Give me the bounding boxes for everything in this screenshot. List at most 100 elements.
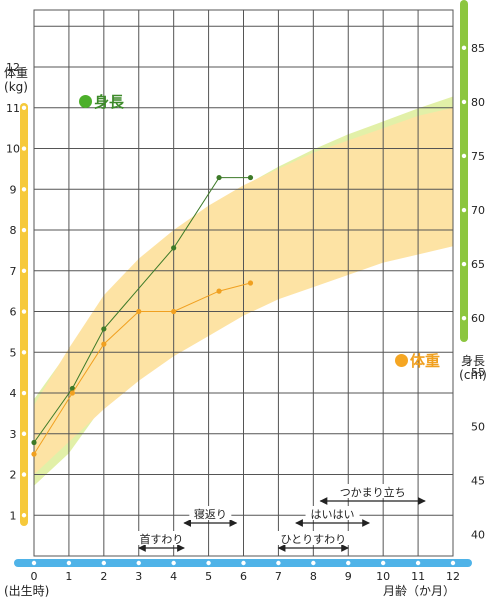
height-tick-label: 70	[471, 204, 485, 217]
weight-tick-dot	[21, 227, 27, 233]
height-tick-label: 40	[471, 528, 485, 541]
weight-tick-label: 6	[10, 306, 17, 319]
weight-axis-unit: (kg)	[4, 80, 28, 94]
weight-tick-dot	[21, 146, 27, 151]
milestone-label: 寝返り	[194, 507, 227, 521]
x-tick-dot	[415, 560, 421, 566]
x-tick-dot	[311, 560, 316, 566]
x-tick-label: 12	[446, 570, 460, 583]
weight-tick-dot	[21, 390, 27, 396]
x-tick-label: 10	[376, 570, 390, 583]
weight-tick-label: 5	[10, 346, 17, 359]
x-tick-label: 0	[31, 570, 38, 583]
data-point-weight	[31, 451, 37, 457]
height-tick-dot	[461, 99, 467, 105]
x-tick-label: 9	[345, 570, 352, 583]
height-tick-dot	[461, 478, 467, 483]
weight-tick-label: 8	[10, 224, 17, 237]
weight-tick-dot	[21, 268, 27, 273]
height-tick-dot	[461, 207, 467, 213]
weight-tick-label: 3	[10, 428, 17, 441]
height-tick-label: 80	[471, 96, 485, 109]
weight-tick-label: 7	[10, 265, 17, 278]
x-tick-label: 1	[65, 570, 72, 583]
data-point-weight	[136, 308, 142, 315]
height-tick-dot	[461, 153, 467, 159]
x-tick-dot	[101, 560, 107, 566]
weight-tick-label: 12	[6, 61, 20, 74]
height-tick-label: 55	[471, 366, 485, 379]
x-tick-label: 5	[205, 570, 212, 583]
height-tick-dot	[461, 315, 467, 321]
height-tick-label: 75	[471, 150, 485, 163]
x-tick-dot	[136, 560, 141, 566]
x-zero-note: (出生時)	[4, 584, 50, 598]
data-point-weight	[171, 308, 177, 315]
weight-tick-dot	[21, 350, 27, 355]
weight-axis-label: 体重	[3, 66, 28, 80]
legend-weight-label: 体重	[410, 352, 441, 370]
x-tick-dot	[450, 560, 456, 566]
legend-height: 身長	[79, 91, 124, 112]
height-axis-label: 身長	[460, 354, 485, 368]
weight-tick-dot	[21, 64, 27, 70]
milestone-label: つかまり立ち	[340, 485, 406, 499]
height-tick-label: 85	[471, 42, 485, 55]
weight-tick-label: 4	[10, 387, 17, 400]
weight-tick-label: 1	[10, 509, 17, 522]
data-point-height	[69, 385, 76, 392]
height-tick-dot	[461, 424, 467, 429]
x-tick-dot	[380, 560, 386, 566]
weight-tick-label: 2	[10, 469, 17, 482]
height-tick-dot	[461, 45, 467, 51]
height-axis-bar	[460, 0, 468, 342]
series-line-height	[33, 177, 251, 443]
x-tick-label: 8	[310, 570, 317, 583]
height-tick-dot	[461, 532, 467, 537]
x-tick-label: 3	[135, 570, 142, 583]
milestone-label-bg	[305, 506, 360, 520]
milestone-label: ひとりすわり	[280, 533, 346, 546]
x-tick-label: 7	[275, 570, 282, 583]
x-axis-title: 月齢（か月）	[383, 584, 456, 598]
height-tick-label: 45	[471, 474, 485, 487]
height-tick-dot	[461, 261, 467, 267]
x-tick-dot	[206, 560, 211, 566]
data-point-weight	[101, 341, 107, 347]
data-point-weight	[216, 288, 222, 294]
weight-tick-dot	[21, 187, 27, 192]
x-tick-dot	[171, 560, 176, 566]
legend-weight: 体重	[395, 350, 440, 371]
weight-axis-bar	[20, 103, 28, 526]
x-tick-label: 6	[240, 570, 247, 583]
weight-tick-label: 9	[10, 183, 17, 196]
milestone-label-bg	[134, 531, 189, 545]
milestone-label: 首すわり	[139, 532, 183, 546]
data-point-height	[216, 174, 222, 181]
x-tick-dot	[276, 560, 281, 566]
weight-tick-dot	[21, 513, 27, 518]
legend-height-label: 身長	[94, 93, 125, 111]
data-point-height	[31, 439, 37, 446]
weight-tick-dot	[21, 309, 27, 314]
legend-weight-swatch	[395, 354, 408, 367]
x-tick-dot	[31, 560, 37, 566]
x-tick-label: 2	[100, 570, 107, 583]
weight-tick-dot	[21, 105, 27, 110]
weight-tick-dot	[21, 431, 27, 436]
height-tick-label: 65	[471, 258, 485, 271]
data-point-height	[171, 245, 177, 251]
weight-tick-label: 11	[6, 102, 20, 115]
weight-tick-dot	[21, 472, 27, 477]
data-point-height	[101, 326, 107, 332]
data-point-weight	[247, 280, 254, 286]
height-tick-label: 60	[471, 312, 485, 325]
grid	[33, 9, 454, 557]
height-axis-unit: (cm)	[459, 368, 486, 382]
x-tick-label: 4	[170, 570, 177, 583]
legend-height-swatch	[79, 95, 92, 108]
height-tick-dot	[461, 369, 467, 375]
